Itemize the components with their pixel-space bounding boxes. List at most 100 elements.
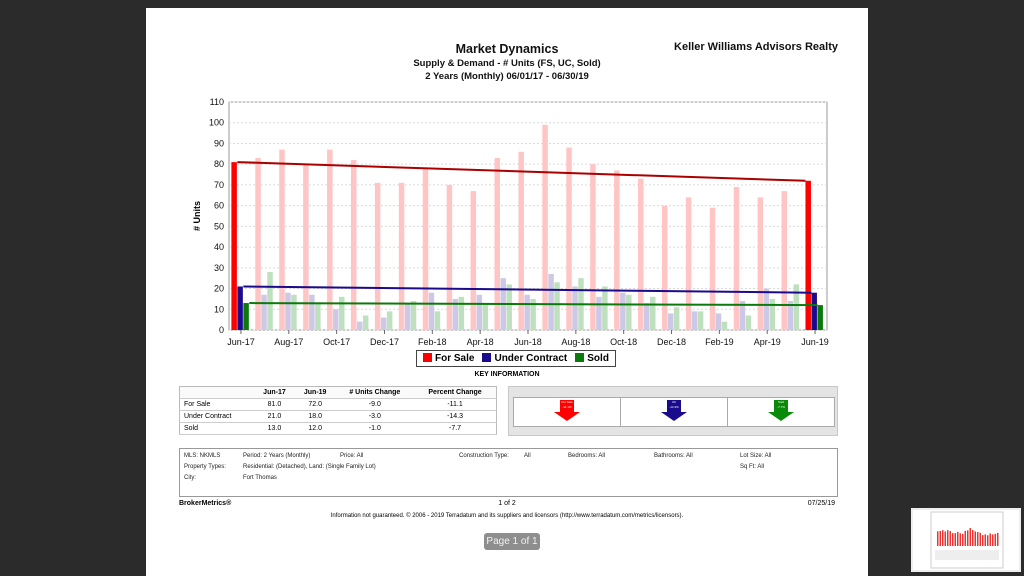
bar-under-contract [739, 300, 746, 330]
y-tick-label: 20 [214, 284, 224, 294]
bar-for-sale [398, 182, 405, 330]
y-tick-label: 30 [214, 263, 224, 273]
bar-for-sale [231, 162, 237, 330]
bar-for-sale [757, 197, 764, 330]
bar-sold [673, 307, 680, 330]
y-tick-label: 100 [209, 118, 224, 128]
down-arrow-icon: UC -14.3% [661, 400, 687, 421]
bar-under-contract [428, 292, 435, 330]
bar-under-contract [476, 294, 483, 330]
header-cell: Jun-17 [254, 386, 295, 399]
report-page: Keller Williams Advisors Realty Market D… [146, 8, 868, 576]
bar-under-contract [380, 317, 387, 330]
bar-for-sale [805, 180, 811, 330]
x-tick-label: Jun-18 [514, 337, 542, 347]
y-tick-label: 70 [214, 180, 224, 190]
down-arrow-icon: For Sale -11.1% [554, 400, 580, 421]
table-row: Under Contract 21.0 18.0 -3.0 -14.3 [179, 410, 497, 423]
city-value: Fort Thomas [243, 475, 277, 481]
bar-for-sale [781, 191, 788, 330]
y-tick-label: 10 [214, 304, 224, 314]
bar-for-sale [327, 149, 333, 330]
bar-sold [315, 303, 321, 330]
y-tick-label: 0 [219, 325, 224, 335]
bar-sold [626, 294, 632, 330]
bar-for-sale [661, 205, 668, 330]
bar-under-contract [285, 292, 291, 330]
thumb-bar [972, 530, 974, 546]
bathrooms-field: Bathrooms: All [654, 453, 693, 459]
mls-field: MLS: NKMLS [184, 453, 221, 459]
y-tick-label: 90 [214, 138, 224, 148]
key-information-heading: KEY INFORMATION [474, 371, 540, 378]
y-tick-label: 60 [214, 201, 224, 211]
down-arrow-icon: Sold -7.7% [768, 400, 794, 421]
footer-brand: BrokerMetrics® [179, 500, 232, 507]
bar-for-sale [446, 184, 453, 330]
bar-under-contract [237, 286, 243, 330]
thumb-bar [984, 534, 986, 546]
x-tick-label: Apr-19 [754, 337, 781, 347]
y-axis-label: # Units [192, 201, 202, 231]
x-tick-label: Aug-18 [561, 337, 590, 347]
thumb-bar [989, 533, 991, 546]
bar-under-contract [404, 303, 411, 330]
bar-for-sale [709, 207, 716, 330]
thumb-bar [949, 531, 951, 546]
bar-sold [362, 315, 369, 330]
city-label: City: [184, 475, 196, 481]
bar-under-contract [620, 292, 626, 330]
x-tick-label: Apr-18 [467, 337, 494, 347]
price-field: Price: All [340, 453, 364, 459]
thumb-bar [977, 532, 979, 546]
header-cell: # Units Change [335, 386, 415, 399]
bar-sold [817, 305, 823, 330]
table-row: Sold 13.0 12.0 -1.0 -7.7 [179, 422, 497, 435]
bar-for-sale [422, 168, 429, 330]
thumb-bar [969, 528, 971, 546]
x-tick-label: Oct-18 [610, 337, 637, 347]
bar-under-contract [452, 298, 459, 330]
thumbnail-preview [930, 511, 1004, 569]
bar-under-contract [715, 313, 722, 330]
chart-title-block: Market Dynamics Supply & Demand - # Unit… [146, 42, 868, 82]
bar-under-contract [596, 296, 602, 330]
bedrooms-field: Bedrooms: All [568, 453, 606, 459]
bar-sold [410, 300, 417, 330]
change-arrows-panel: For Sale -11.1% UC -14.3% Sold -7.7% [508, 386, 838, 436]
bar-sold [339, 296, 345, 330]
legend-sold: Sold [575, 353, 609, 364]
y-tick-label: 50 [214, 221, 224, 231]
report-criteria-box: MLS: NKMLS Period: 2 Years (Monthly) Pri… [179, 448, 838, 497]
sqft-field: Sq Ft: All [740, 464, 765, 470]
x-tick-label: Jun-17 [227, 337, 255, 347]
bar-sold [721, 321, 728, 330]
footer-disclaimer: Information not guaranteed. © 2006 - 201… [330, 513, 684, 519]
trend-line [243, 285, 812, 294]
thumb-bar [942, 530, 944, 546]
thumb-bar [937, 531, 939, 546]
bar-sold [554, 282, 560, 330]
bar-sold [649, 296, 656, 330]
bar-sold [386, 311, 393, 330]
thumb-bar [979, 532, 981, 546]
page-thumbnail[interactable] [911, 508, 1021, 572]
bar-sold [602, 286, 608, 330]
x-tick-label: Oct-17 [323, 337, 350, 347]
arrow-cell-for-sale: For Sale -11.1% [514, 398, 621, 426]
lot-size-field: Lot Size: All [740, 453, 772, 459]
bar-under-contract [572, 286, 578, 330]
thumb-bar [992, 534, 994, 546]
y-tick-label: 80 [214, 159, 224, 169]
bar-sold [793, 284, 799, 330]
header-cell [179, 386, 255, 399]
table-header-row: Jun-17 Jun-19 # Units Change Percent Cha… [179, 386, 497, 399]
bar-under-contract [644, 303, 650, 330]
property-types-value: Residential: (Detached), Land: (Single F… [243, 464, 376, 470]
bar-for-sale [566, 147, 572, 330]
bar-for-sale [303, 164, 309, 330]
thumb-bar [964, 530, 966, 546]
bar-sold [267, 271, 273, 330]
bar-sold [506, 284, 512, 330]
page-indicator[interactable]: Page 1 of 1 [484, 533, 540, 550]
